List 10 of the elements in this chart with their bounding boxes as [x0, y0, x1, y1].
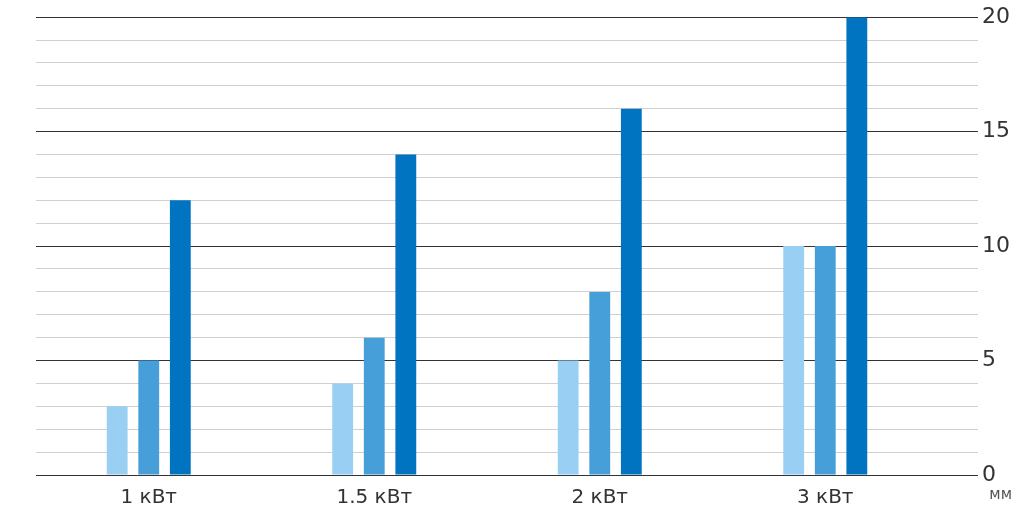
- y-tick-label: 10: [982, 231, 1011, 257]
- y-tick-label: 0: [982, 460, 997, 486]
- y-tick-label: 20: [982, 2, 1011, 28]
- y-tick-label: 5: [982, 346, 997, 372]
- x-tick-label: 1.5 кВт: [336, 484, 413, 509]
- x-tick-label: 3 кВт: [796, 484, 854, 509]
- y-tick-label: 15: [982, 117, 1011, 143]
- x-tick-label: 2 кВт: [571, 484, 629, 509]
- x-tick-label: 1 кВт: [120, 484, 178, 509]
- y-axis-title: мм: [989, 484, 1012, 503]
